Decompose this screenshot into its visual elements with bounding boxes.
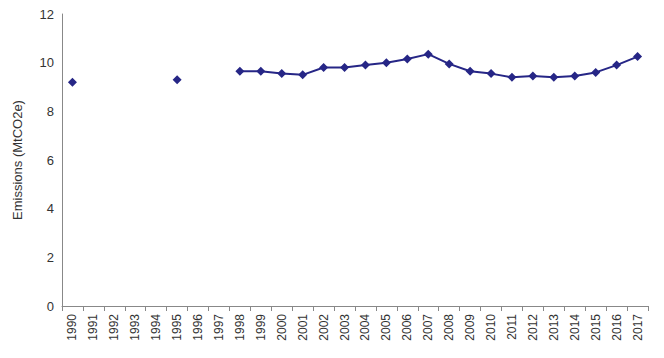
svg-text:1994: 1994 xyxy=(149,314,163,341)
svg-text:2006: 2006 xyxy=(400,314,414,341)
svg-text:2011: 2011 xyxy=(505,314,519,340)
svg-text:Emissions (MtCO2e): Emissions (MtCO2e) xyxy=(10,100,25,220)
svg-text:2004: 2004 xyxy=(358,314,372,341)
svg-text:1991: 1991 xyxy=(86,314,100,341)
svg-text:1995: 1995 xyxy=(170,314,184,341)
svg-text:8: 8 xyxy=(47,104,54,119)
svg-text:6: 6 xyxy=(47,153,54,168)
svg-text:2013: 2013 xyxy=(547,314,561,341)
svg-text:2008: 2008 xyxy=(442,314,456,341)
svg-text:2003: 2003 xyxy=(338,314,352,341)
svg-text:1992: 1992 xyxy=(107,314,121,341)
svg-text:1990: 1990 xyxy=(65,314,79,341)
svg-text:1999: 1999 xyxy=(254,314,268,341)
svg-text:2005: 2005 xyxy=(379,314,393,341)
svg-text:1993: 1993 xyxy=(128,314,142,341)
svg-text:2015: 2015 xyxy=(589,314,603,341)
svg-text:2010: 2010 xyxy=(484,314,498,341)
svg-text:2001: 2001 xyxy=(296,314,310,341)
svg-text:0: 0 xyxy=(47,299,54,314)
svg-text:12: 12 xyxy=(40,7,54,22)
svg-text:1997: 1997 xyxy=(212,314,226,341)
svg-text:1996: 1996 xyxy=(191,314,205,341)
svg-text:2009: 2009 xyxy=(463,314,477,341)
svg-text:4: 4 xyxy=(47,201,54,216)
svg-text:1998: 1998 xyxy=(233,314,247,341)
svg-text:2002: 2002 xyxy=(317,314,331,341)
svg-text:2000: 2000 xyxy=(275,314,289,341)
svg-text:2007: 2007 xyxy=(421,314,435,341)
svg-text:10: 10 xyxy=(40,55,54,70)
svg-text:2: 2 xyxy=(47,250,54,265)
svg-text:2014: 2014 xyxy=(568,314,582,341)
svg-text:2017: 2017 xyxy=(631,314,645,341)
svg-text:2012: 2012 xyxy=(526,314,540,341)
svg-text:2016: 2016 xyxy=(610,314,624,341)
